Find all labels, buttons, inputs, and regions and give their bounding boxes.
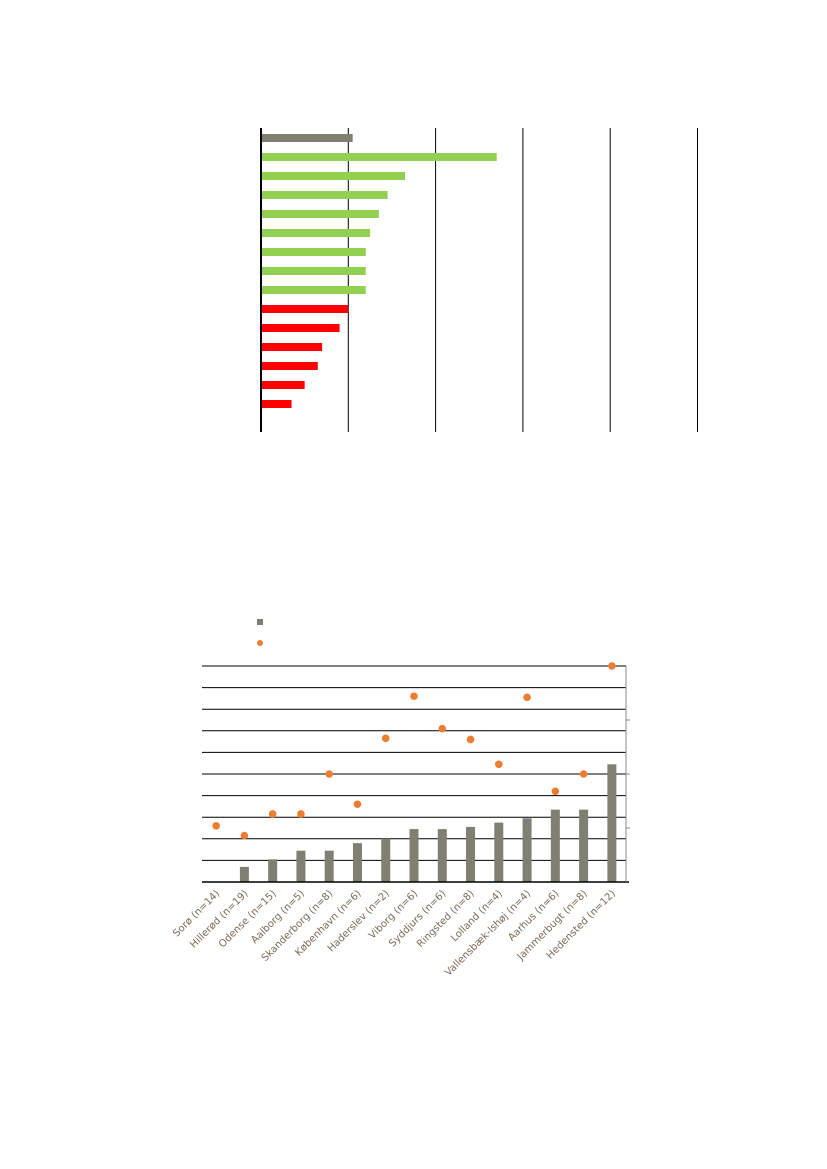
chart2-dot — [325, 770, 334, 778]
chart2-dot — [523, 693, 531, 702]
chart1-bars — [261, 134, 497, 408]
chart2-dot — [608, 662, 616, 670]
chart2-bar — [494, 822, 504, 882]
legend-dot-swatch — [257, 640, 263, 646]
chart2-dot — [268, 810, 277, 818]
chart2-dots — [212, 662, 616, 840]
chart2-bar — [352, 843, 362, 882]
chart1-gridlines — [347, 128, 698, 432]
chart1-bar — [261, 153, 497, 161]
chart1-bar — [261, 381, 305, 389]
chart2-dot — [353, 800, 362, 809]
chart2-dot — [438, 724, 447, 733]
chart2-bar — [607, 764, 617, 882]
chart2-bar — [268, 859, 278, 882]
chart1-bar — [261, 210, 379, 218]
chart2-legend — [257, 619, 263, 646]
chart1-bar — [261, 343, 323, 351]
chart2-bars — [239, 764, 617, 882]
chart2-dot — [579, 770, 588, 778]
chart2-category-labels: Sorø (n=14)Hillerød (n=19)Odense (n=15)A… — [171, 888, 618, 978]
chart2-dot — [495, 760, 503, 769]
chart2-dot — [212, 822, 220, 830]
chart2-bar — [381, 838, 391, 882]
chart1-bar — [261, 191, 388, 199]
chart1-bar — [261, 229, 371, 237]
chart1-bar — [261, 248, 366, 256]
chart1-bar — [261, 286, 366, 294]
legend-bar-swatch — [257, 619, 263, 625]
chart2-dot — [551, 787, 560, 796]
chart2-dot — [466, 735, 475, 744]
chart2-dot — [381, 734, 390, 743]
chart1-bar — [261, 400, 292, 408]
chart2-dot — [410, 692, 418, 701]
chart1-bar — [261, 362, 318, 370]
chart2-bar — [522, 818, 532, 882]
chart2-bar — [239, 866, 249, 882]
chart1-bar — [261, 172, 406, 180]
chart1-bar — [261, 305, 349, 313]
chart2-dot — [297, 810, 305, 818]
chart2-bar — [550, 809, 560, 882]
chart2-axes — [202, 666, 630, 883]
chart2-bar — [296, 850, 306, 882]
chart2-bar — [466, 826, 476, 882]
chart2-bar — [324, 850, 334, 882]
chart2-bar — [579, 809, 589, 882]
chart1-bar — [261, 134, 353, 142]
chart2-bar — [437, 829, 447, 882]
chart2-dot — [240, 831, 249, 840]
chart1-bar — [261, 324, 340, 332]
horizontal-bar-chart — [260, 128, 698, 432]
chart2-bar — [409, 829, 419, 882]
chart1-bar — [261, 267, 366, 275]
